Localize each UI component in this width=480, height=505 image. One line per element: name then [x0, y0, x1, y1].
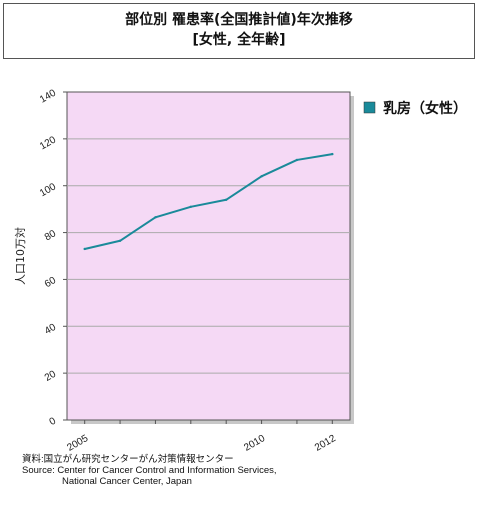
y-tick-label: 0 [48, 415, 59, 428]
data-point [118, 239, 122, 242]
x-tick-label: 2005 [65, 433, 90, 454]
y-tick-label: 20 [43, 369, 59, 384]
series-line [84, 153, 333, 250]
data-point [189, 205, 193, 208]
source-line-ja: 資料:国立がん研究センターがん対策情報センター [22, 454, 234, 465]
y-axis-label: 人口10万対 [13, 227, 27, 285]
y-tick-label: 80 [43, 228, 59, 243]
legend: 乳房（女性） [363, 100, 467, 117]
y-tick-label: 140 [38, 87, 58, 105]
x-tick-label: 2012 [313, 433, 338, 454]
source-line-en-1: Source: Center for Cancer Control and In… [22, 465, 277, 476]
y-tick-label: 60 [43, 275, 59, 290]
chart-subtitle: [女性, 全年齢] [192, 32, 286, 48]
legend-label: 乳房（女性） [383, 100, 467, 117]
data-point [260, 175, 263, 178]
y-tick-label: 40 [43, 322, 59, 337]
y-tick-label: 100 [38, 181, 58, 199]
plot-area [66, 91, 351, 421]
chart-title-box: 部位別 罹患率(全国推計値)年次推移 [女性, 全年齢] [3, 3, 475, 59]
data-point [154, 216, 157, 219]
data-point [295, 158, 299, 162]
data-point [224, 198, 228, 201]
y-tick-label: 120 [38, 134, 58, 152]
line-chart: 0 20 40 60 80 100 120 140 2005 2010 2012 人口10万対 乳房（女… [13, 87, 467, 454]
source-note: 資料:国立がん研究センターがん対策情報センター Source: Center f… [22, 454, 277, 487]
x-tick-label: 2010 [242, 433, 267, 454]
legend-swatch [363, 101, 376, 114]
data-point [83, 247, 86, 251]
source-line-en-2: National Cancer Center, Japan [62, 476, 192, 487]
chart-title: 部位別 罹患率(全国推計値)年次推移 [125, 12, 353, 28]
data-point [331, 152, 334, 156]
